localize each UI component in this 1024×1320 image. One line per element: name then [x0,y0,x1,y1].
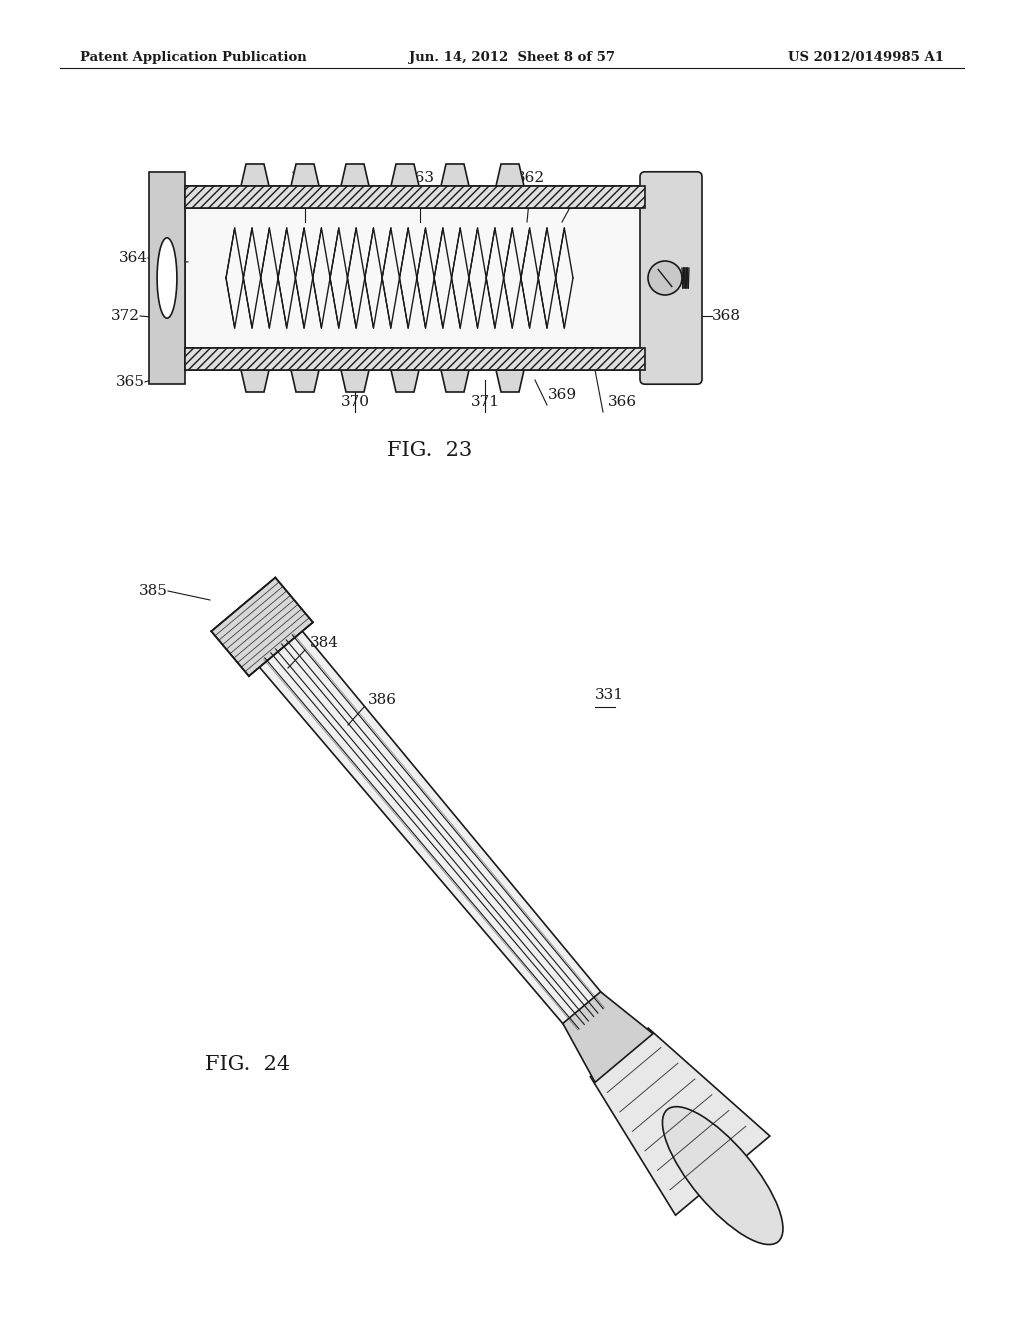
Polygon shape [257,628,610,1035]
Text: Patent Application Publication: Patent Application Publication [80,51,307,65]
Bar [150,172,185,384]
Text: 385: 385 [139,583,168,598]
Polygon shape [441,164,469,186]
Polygon shape [563,991,653,1082]
Text: 386: 386 [368,693,397,708]
Polygon shape [391,370,419,392]
Text: FIG.  23: FIG. 23 [387,441,473,459]
Text: 366: 366 [608,395,637,409]
Text: 372: 372 [111,309,140,323]
Text: 369: 369 [548,388,578,403]
Polygon shape [211,578,313,676]
Text: 361: 361 [291,172,319,185]
Ellipse shape [663,1106,783,1245]
FancyBboxPatch shape [640,172,702,384]
Polygon shape [291,370,319,392]
Bar [185,348,645,370]
Text: Jun. 14, 2012  Sheet 8 of 57: Jun. 14, 2012 Sheet 8 of 57 [409,51,615,65]
Polygon shape [291,164,319,186]
Polygon shape [341,370,369,392]
Polygon shape [496,370,524,392]
Polygon shape [391,164,419,186]
Text: 370: 370 [341,395,370,409]
Polygon shape [591,1028,770,1216]
Text: 364: 364 [119,251,148,265]
Bar [185,348,645,370]
Circle shape [648,261,682,294]
Polygon shape [341,164,369,186]
Text: 384: 384 [310,636,339,649]
Polygon shape [496,164,524,186]
Text: 365: 365 [116,375,145,389]
Text: 363: 363 [406,172,434,185]
Text: US 2012/0149985 A1: US 2012/0149985 A1 [788,51,944,65]
Bar [185,186,645,209]
Polygon shape [441,370,469,392]
Text: 331: 331 [595,688,624,702]
Text: 371: 371 [470,395,500,409]
Text: FIG.  24: FIG. 24 [206,1056,291,1074]
Bar [185,186,645,209]
Polygon shape [241,370,269,392]
Text: 368: 368 [712,309,741,323]
Ellipse shape [157,238,177,318]
Bar [185,209,645,348]
Polygon shape [241,164,269,186]
Text: 367: 367 [565,185,595,199]
Text: 362: 362 [515,172,545,185]
